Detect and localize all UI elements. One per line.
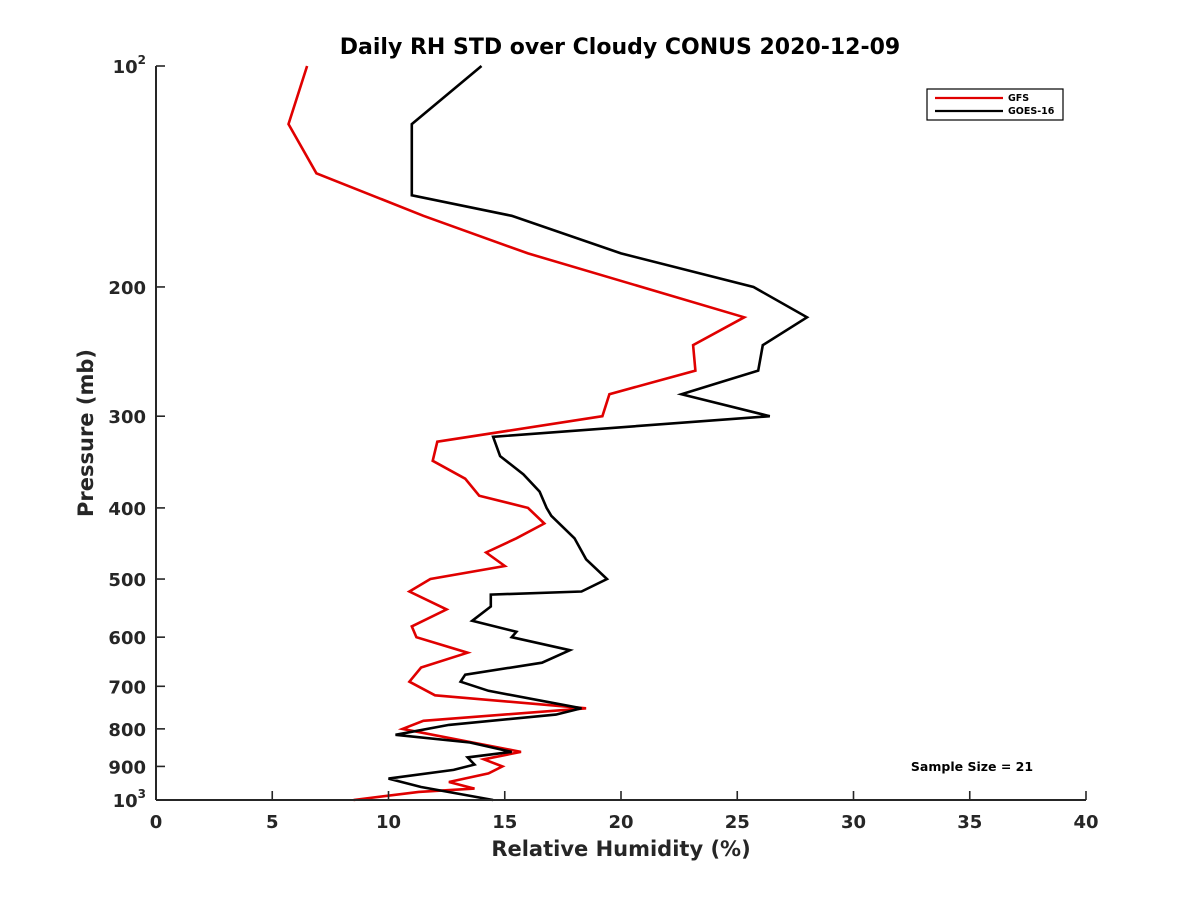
y-tick-label: 700 xyxy=(108,677,146,698)
y-tick-label: 600 xyxy=(108,628,146,649)
y-tick-label: 300 xyxy=(108,407,146,428)
legend-label-goes16: GOES-16 xyxy=(1008,106,1055,117)
legend-label-gfs: GFS xyxy=(1008,93,1029,104)
x-tick-label: 0 xyxy=(150,812,163,833)
y-axis-label: Pressure (mb) xyxy=(74,349,98,517)
x-tick-label: 5 xyxy=(266,812,279,833)
x-tick-label: 15 xyxy=(492,812,517,833)
y-tick-label: 102 xyxy=(113,53,146,78)
series-line-goes16 xyxy=(388,65,810,802)
y-tick-label: 800 xyxy=(108,720,146,741)
legend: GFS GOES-16 xyxy=(926,88,1064,121)
y-tick-label: 200 xyxy=(108,278,146,299)
x-axis-label: Relative Humidity (%) xyxy=(491,837,750,861)
legend-box xyxy=(926,88,1064,121)
x-tick-label: 35 xyxy=(957,812,982,833)
series-layer xyxy=(287,65,810,802)
y-tick-label: 900 xyxy=(108,757,146,778)
y-tick-label: 500 xyxy=(108,570,146,591)
x-tick-label: 30 xyxy=(841,812,866,833)
x-tick-label: 10 xyxy=(376,812,401,833)
y-axis-ticks: 102 200 300 400 500 600 700 800 900 103 xyxy=(108,53,165,812)
y-tick-label: 103 xyxy=(113,787,146,812)
series-line-gfs xyxy=(287,65,748,802)
sample-size-annotation: Sample Size = 21 xyxy=(911,759,1033,774)
x-axis-ticks: 0 5 10 15 20 25 30 35 40 xyxy=(150,791,1099,833)
x-tick-label: 40 xyxy=(1073,812,1098,833)
x-tick-label: 25 xyxy=(725,812,750,833)
y-tick-label: 400 xyxy=(108,499,146,520)
chart-title: Daily RH STD over Cloudy CONUS 2020-12-0… xyxy=(340,35,900,60)
x-tick-label: 20 xyxy=(608,812,633,833)
